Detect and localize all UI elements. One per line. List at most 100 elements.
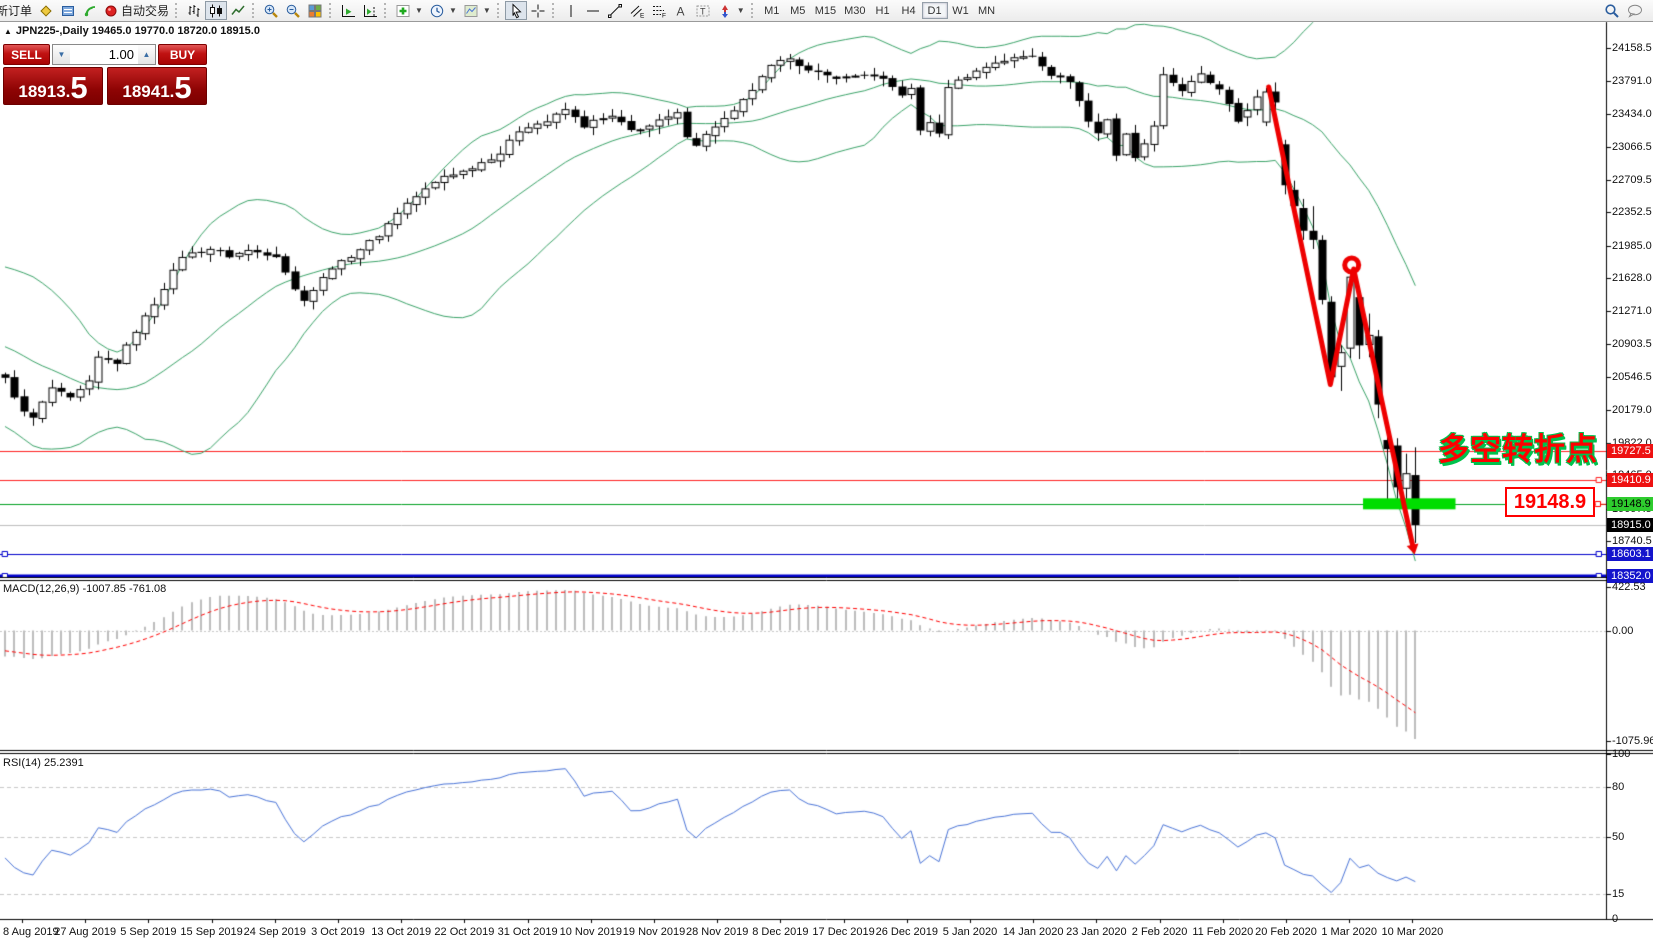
- one-click-trading-panel: SELL ▼ ▲ BUY 18913.5 18941.5: [3, 44, 207, 105]
- timeframe-m30[interactable]: M30: [840, 2, 869, 19]
- trendline-icon: [607, 3, 623, 19]
- dropdown-caret-icon: ▼: [415, 6, 423, 15]
- symbol-period-label: JPN225-,Daily: [15, 25, 89, 37]
- timeframe-mn[interactable]: MN: [974, 2, 1000, 19]
- svg-text:T: T: [700, 6, 706, 16]
- indicators-button[interactable]: ▼: [392, 1, 426, 20]
- buy-button[interactable]: BUY: [158, 44, 207, 65]
- volume-decrease-button[interactable]: ▼: [53, 45, 70, 64]
- sell-price-display[interactable]: 18913. 5: [3, 67, 103, 105]
- toolbar-grip: [384, 3, 389, 18]
- new-chart-icon: [38, 3, 54, 19]
- templates-button[interactable]: ▼: [460, 1, 494, 20]
- zoom-in-button[interactable]: [260, 1, 282, 20]
- trendline-tool-button[interactable]: [604, 1, 626, 20]
- svg-text:A: A: [676, 4, 684, 18]
- dropdown-caret-icon: ▼: [736, 6, 745, 15]
- search-button[interactable]: [1601, 1, 1623, 20]
- timeframe-w1[interactable]: W1: [948, 2, 974, 19]
- templates-icon: [463, 3, 479, 19]
- auto-trading-icon: [104, 4, 118, 18]
- toolbar-grip: [750, 3, 756, 18]
- toolbar-right: [1601, 0, 1647, 21]
- vertical-line-tool-button[interactable]: [560, 1, 582, 20]
- auto-scroll-icon: [340, 3, 356, 19]
- dropdown-caret-icon: ▼: [482, 6, 491, 15]
- periods-clock-icon: [429, 3, 445, 19]
- signals-button[interactable]: [79, 1, 101, 20]
- sell-button[interactable]: SELL: [3, 44, 50, 65]
- dropdown-caret-icon: ▼: [448, 6, 457, 15]
- text-tool-button[interactable]: A: [670, 1, 692, 20]
- text-icon: A: [673, 3, 689, 19]
- timeframe-m1[interactable]: M1: [759, 2, 785, 19]
- tile-windows-button[interactable]: [304, 1, 326, 20]
- zoom-out-button[interactable]: [282, 1, 304, 20]
- equidistant-channel-icon: E: [629, 3, 645, 19]
- svg-text:F: F: [662, 12, 666, 19]
- volume-stepper: ▼ ▲: [52, 44, 156, 65]
- periods-button[interactable]: ▼: [426, 1, 460, 20]
- text-label-icon: T: [695, 3, 711, 19]
- crosshair-icon: [530, 3, 546, 19]
- auto-scroll-button[interactable]: [337, 1, 359, 20]
- arrows-tool-button[interactable]: ▼: [714, 1, 748, 20]
- chart-shift-icon: [362, 3, 378, 19]
- svg-text:E: E: [640, 12, 645, 19]
- candlestick-mode-button[interactable]: [205, 1, 228, 20]
- sell-price-int: 18913.: [18, 82, 71, 101]
- chart-title: ▲ JPN225-,Daily 19465.0 19770.0 18720.0 1…: [4, 25, 260, 37]
- annotation-text-cn[interactable]: 多空转折点: [1438, 432, 1598, 467]
- fibonacci-tool-button[interactable]: F: [648, 1, 670, 20]
- toolbar-grip: [175, 3, 180, 18]
- annotation-price-flag[interactable]: 19148.9: [1505, 487, 1595, 517]
- fibonacci-icon: F: [651, 3, 667, 19]
- profiles-icon: [60, 3, 76, 19]
- sell-price-frac: 5: [70, 70, 88, 105]
- vertical-line-icon: [563, 3, 579, 19]
- toolbar-grip: [551, 3, 557, 18]
- chat-button[interactable]: [1623, 1, 1647, 20]
- new-order-label: 新订单: [0, 4, 33, 18]
- line-chart-icon: [230, 3, 246, 19]
- horizontal-line-icon: [585, 3, 601, 19]
- toolbar-grip: [496, 3, 502, 18]
- candlestick-icon: [208, 3, 224, 19]
- timeframe-h4[interactable]: H4: [896, 2, 922, 19]
- search-icon: [1604, 3, 1620, 19]
- timeframe-group: M1 M5 M15 M30 H1 H4 D1 W1 MN: [759, 2, 1000, 19]
- horizontal-line-tool-button[interactable]: [582, 1, 604, 20]
- chart-shift-button[interactable]: [359, 1, 381, 20]
- timeframe-m15[interactable]: M15: [811, 2, 840, 19]
- zoom-out-icon: [285, 3, 301, 19]
- auto-trading-button[interactable]: 自动交易: [101, 1, 172, 20]
- bar-chart-icon: [186, 3, 202, 19]
- timeframe-h1[interactable]: H1: [870, 2, 896, 19]
- volume-increase-button[interactable]: ▲: [138, 45, 155, 64]
- bar-chart-mode-button[interactable]: [183, 1, 205, 20]
- arrows-icon: [717, 3, 733, 19]
- panel-collapse-icon[interactable]: ▲: [4, 27, 12, 36]
- crosshair-button[interactable]: [527, 1, 549, 20]
- cursor-icon: [508, 2, 524, 19]
- ohlc-readout: 19465.0 19770.0 18720.0 18915.0: [91, 25, 260, 37]
- tile-windows-icon: [307, 3, 323, 19]
- toolbar-grip: [329, 3, 334, 18]
- timeframe-d1[interactable]: D1: [921, 2, 948, 19]
- buy-price-frac: 5: [174, 70, 192, 105]
- line-chart-mode-button[interactable]: [227, 1, 249, 20]
- text-label-tool-button[interactable]: T: [692, 1, 714, 20]
- timeframe-m5[interactable]: M5: [785, 2, 811, 19]
- channel-tool-button[interactable]: E: [626, 1, 648, 20]
- indicators-icon: [395, 3, 411, 19]
- volume-input[interactable]: [70, 45, 138, 64]
- new-order-button[interactable]: 新订单: [0, 1, 35, 20]
- new-chart-button[interactable]: [35, 1, 57, 20]
- main-toolbar: 新订单 自动交易 ▼ ▼: [0, 0, 1653, 22]
- buy-price-display[interactable]: 18941. 5: [107, 67, 207, 105]
- toolbar-grip: [252, 3, 257, 18]
- cursor-button[interactable]: [504, 1, 527, 20]
- profiles-button[interactable]: [57, 1, 79, 20]
- zoom-in-icon: [263, 3, 279, 19]
